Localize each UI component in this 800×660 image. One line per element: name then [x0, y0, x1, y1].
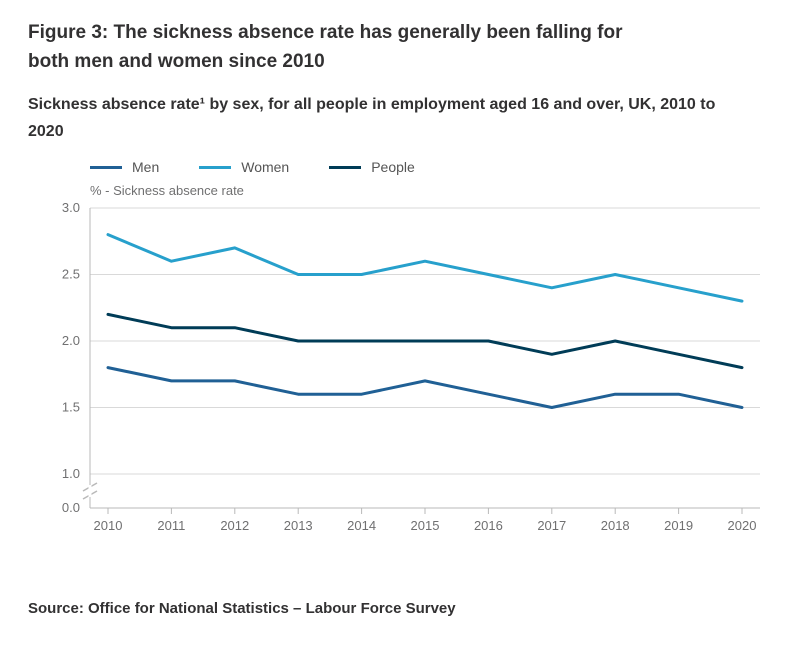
- figure-subtitle: Sickness absence rate¹ by sex, for all p…: [28, 91, 728, 145]
- chart-legend: Men Women People: [28, 155, 772, 177]
- x-tick-label: 2012: [220, 518, 249, 533]
- chart-svg: 0.0 1.0 1.5 2.0 2.5 3.0 2010 2011 2012 2013 2014 20…: [28, 198, 772, 558]
- x-tick-label: 2017: [537, 518, 566, 533]
- figure-title: Figure 3: The sickness absence rate has …: [28, 18, 668, 77]
- y-tick-label: 3.0: [62, 200, 80, 215]
- x-tick-label: 2018: [601, 518, 630, 533]
- line-chart: 0.0 1.0 1.5 2.0 2.5 3.0 2010 2011 2012 2013 2014 20…: [28, 198, 772, 558]
- legend-item: Women: [199, 159, 289, 175]
- y-tick-label: 1.5: [62, 400, 80, 415]
- legend-label: Women: [241, 159, 289, 175]
- y-axis-title: % - Sickness absence rate: [28, 183, 772, 198]
- y-tick-label: 1.0: [62, 466, 80, 481]
- x-tick-label: 2019: [664, 518, 693, 533]
- x-tick-label: 2014: [347, 518, 376, 533]
- y-tick-label: 2.5: [62, 267, 80, 282]
- legend-item: Men: [90, 159, 159, 175]
- legend-item: People: [329, 159, 415, 175]
- y-tick-label: 2.0: [62, 333, 80, 348]
- series-line: [108, 368, 742, 408]
- series-line: [108, 235, 742, 302]
- x-tick-label: 2015: [411, 518, 440, 533]
- x-tick-label: 2011: [157, 518, 185, 533]
- x-tick-label: 2020: [728, 518, 757, 533]
- legend-swatch: [90, 166, 122, 169]
- legend-label: People: [371, 159, 415, 175]
- y-tick-label: 0.0: [62, 500, 80, 515]
- x-tick-label: 2016: [474, 518, 503, 533]
- figure-source: Source: Office for National Statistics –…: [28, 600, 772, 617]
- figure-container: Figure 3: The sickness absence rate has …: [0, 0, 800, 641]
- legend-swatch: [199, 166, 231, 169]
- legend-label: Men: [132, 159, 159, 175]
- legend-swatch: [329, 166, 361, 169]
- x-tick-label: 2013: [284, 518, 313, 533]
- x-tick-label: 2010: [94, 518, 123, 533]
